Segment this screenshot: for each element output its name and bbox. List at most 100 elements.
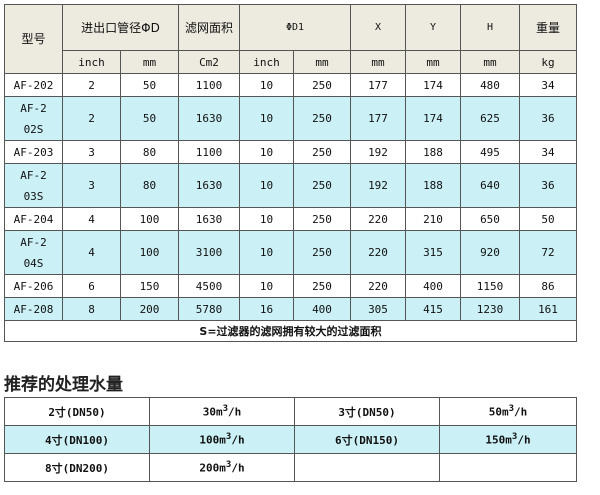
flow-exponent: 3 [225, 432, 232, 443]
value-cell: 1100 [178, 73, 240, 97]
header-model: 型号 [4, 4, 63, 74]
flow-table: 2寸(DN50) 30m3/h 3寸(DN50) 50m3/h 4寸(DN100) 100… [4, 397, 577, 482]
flow-row: 2寸(DN50) 30m3/h 3寸(DN50) 50m3/h [4, 397, 577, 426]
table-row: AF-204 4 100 1630 10 250 220 210 650 50 [4, 207, 577, 231]
value-cell: 161 [519, 297, 577, 321]
table-row: AF-204S 4 100 3100 10 250 220 315 920 72 [4, 230, 577, 275]
flow-rate-cell [439, 453, 577, 482]
header-h: H [460, 4, 520, 51]
value-cell: 400 [293, 297, 351, 321]
unit-cell: kg [519, 50, 577, 74]
flow-value: 50m [488, 405, 509, 419]
value-cell: 100 [120, 207, 179, 231]
value-cell: 650 [460, 207, 520, 231]
value-cell: 10 [239, 140, 294, 164]
value-cell: 10 [239, 230, 294, 275]
value-cell: 80 [120, 163, 179, 208]
header-area: 滤网面积 [178, 4, 240, 51]
value-cell: 34 [519, 73, 577, 97]
header-y: Y [405, 4, 461, 51]
value-cell: 250 [293, 73, 351, 97]
value-cell: 50 [120, 96, 179, 141]
model-cell: AF-203S [4, 163, 63, 208]
flow-exponent: 3 [508, 404, 515, 415]
value-cell: 250 [293, 207, 351, 231]
value-cell: 5780 [178, 297, 240, 321]
value-cell: 192 [350, 163, 406, 208]
value-cell: 1630 [178, 96, 240, 141]
value-cell: 200 [120, 297, 179, 321]
header-pipe: 进出口管径ΦD [62, 4, 179, 51]
value-cell: 188 [405, 140, 461, 164]
flow-value: 30m [202, 405, 223, 419]
value-cell: 210 [405, 207, 461, 231]
header-d1: ΦD1 [239, 4, 351, 51]
value-cell: 640 [460, 163, 520, 208]
flow-unit: /h [517, 433, 531, 447]
value-cell: 72 [519, 230, 577, 275]
value-cell: 3 [62, 140, 121, 164]
value-cell: 192 [350, 140, 406, 164]
unit-cell: mm [120, 50, 179, 74]
unit-cell: inch [239, 50, 294, 74]
table-row: AF-202 2 50 1100 10 250 177 174 480 34 [4, 73, 577, 97]
value-cell: 34 [519, 140, 577, 164]
model-cell: AF-208 [4, 297, 63, 321]
model-cell: AF-206 [4, 274, 63, 298]
value-cell: 50 [120, 73, 179, 97]
unit-cell: Cm2 [178, 50, 240, 74]
pipe-size-cell: 8寸(DN200) [4, 453, 150, 482]
flow-rate-cell: 100m3/h [149, 425, 295, 454]
value-cell: 305 [350, 297, 406, 321]
flow-exponent: 3 [225, 460, 232, 471]
value-cell: 1630 [178, 163, 240, 208]
flow-unit: /h [228, 405, 242, 419]
flow-exponent: 3 [222, 404, 229, 415]
spec-table: 型号 进出口管径ΦD 滤网面积 ΦD1 X Y H 重量 inch mm Cm2 in… [4, 4, 577, 342]
flow-unit: /h [514, 405, 528, 419]
value-cell: 1100 [178, 140, 240, 164]
value-cell: 8 [62, 297, 121, 321]
value-cell: 80 [120, 140, 179, 164]
flow-rate-cell: 30m3/h [149, 397, 295, 426]
flow-rate-cell: 150m3/h [439, 425, 577, 454]
value-cell: 2 [62, 96, 121, 141]
value-cell: 10 [239, 96, 294, 141]
unit-cell: mm [293, 50, 351, 74]
value-cell: 625 [460, 96, 520, 141]
flow-row: 4寸(DN100) 100m3/h 6寸(DN150) 150m3/h [4, 425, 577, 454]
value-cell: 3100 [178, 230, 240, 275]
flow-title: 推荐的处理水量 [4, 375, 123, 395]
value-cell: 1630 [178, 207, 240, 231]
value-cell: 10 [239, 207, 294, 231]
footnote: S=过滤器的滤网拥有较大的过滤面积 [4, 320, 577, 342]
unit-cell: mm [460, 50, 520, 74]
table-row: AF-202S 2 50 1630 10 250 177 174 625 36 [4, 96, 577, 141]
flow-value: 200m [199, 461, 226, 475]
model-cell: AF-202S [4, 96, 63, 141]
value-cell: 177 [350, 73, 406, 97]
value-cell: 150 [120, 274, 179, 298]
value-cell: 3 [62, 163, 121, 208]
value-cell: 250 [293, 274, 351, 298]
model-cell: AF-204 [4, 207, 63, 231]
table-row: AF-208 8 200 5780 16 400 305 415 1230 161 [4, 297, 577, 321]
table-row: AF-206 6 150 4500 10 250 220 400 1150 86 [4, 274, 577, 298]
value-cell: 174 [405, 73, 461, 97]
value-cell: 174 [405, 96, 461, 141]
value-cell: 250 [293, 230, 351, 275]
value-cell: 100 [120, 230, 179, 275]
value-cell: 50 [519, 207, 577, 231]
unit-cell: mm [350, 50, 406, 74]
value-cell: 177 [350, 96, 406, 141]
value-cell: 36 [519, 96, 577, 141]
table-row: AF-203 3 80 1100 10 250 192 188 495 34 [4, 140, 577, 164]
value-cell: 1230 [460, 297, 520, 321]
value-cell: 415 [405, 297, 461, 321]
pipe-size-cell: 6寸(DN150) [294, 425, 440, 454]
flow-value: 150m [485, 433, 512, 447]
unit-cell: inch [62, 50, 121, 74]
value-cell: 250 [293, 163, 351, 208]
value-cell: 495 [460, 140, 520, 164]
header-weight: 重量 [519, 4, 577, 51]
